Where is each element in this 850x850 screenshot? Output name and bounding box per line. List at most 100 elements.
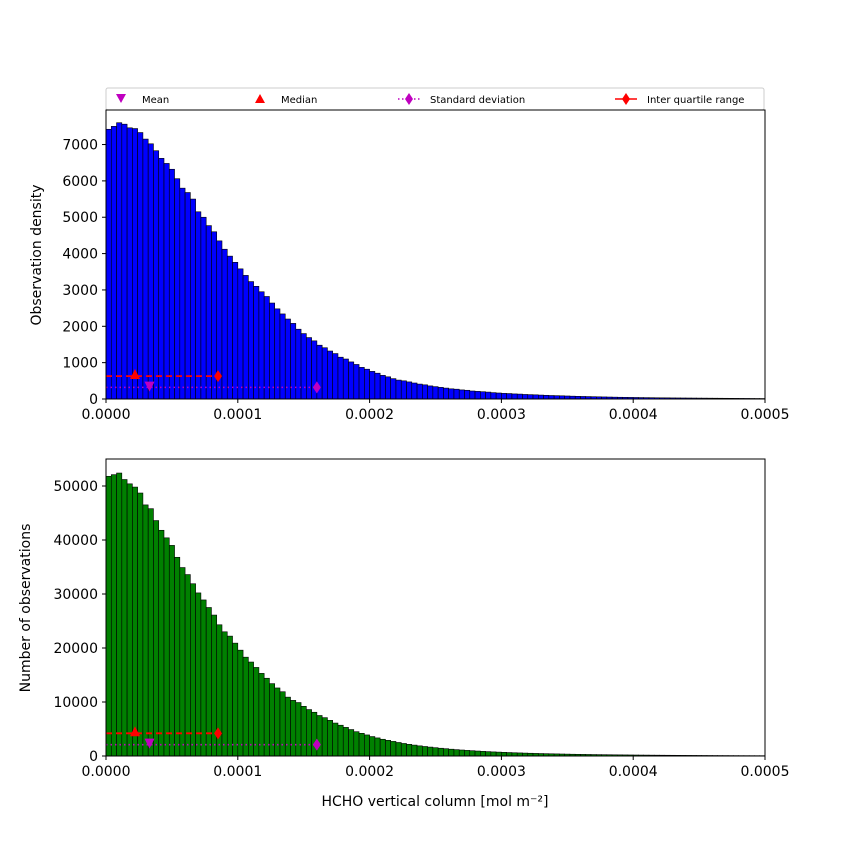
histogram-bar [237,268,244,400]
count-y-ticks: 0 10000 20000 30000 40000 50000 [53,479,106,765]
histogram-bar [385,740,391,757]
histogram-bar [506,752,513,757]
histogram-bar [132,128,138,400]
x-tick-label: 0.0004 [609,407,658,423]
histogram-bar [248,661,254,757]
x-tick-label: 0.0001 [213,764,262,780]
count-x-axis-label: HCHO vertical column [mol m⁻²] [321,794,548,810]
std-marker [312,738,321,751]
histogram-bar [464,389,471,400]
histogram-bar [110,126,117,400]
histogram-bar [274,687,281,757]
histogram-bar [516,393,523,400]
histogram-bar [237,649,244,757]
histogram-bar [527,394,534,400]
histogram-bar [190,583,196,757]
y-tick-label: 0 [89,749,98,765]
histogram-bar [105,128,112,400]
histogram-bar [316,715,323,757]
histogram-bar [353,731,360,757]
histogram-bar [190,198,196,400]
histogram-bar [474,750,481,757]
histogram-bar [422,384,428,400]
histogram-bar [116,472,123,757]
x-tick-label: 0.0000 [82,764,131,780]
histogram-bar [337,724,344,757]
histogram-bar [553,395,560,400]
histogram-bar [306,709,312,757]
x-tick-label: 0.0001 [213,407,262,423]
histogram-bar [295,702,302,757]
histogram-bar [548,395,555,400]
histogram-bar [358,733,365,757]
histogram-bar [453,388,460,400]
histogram-bar [353,364,360,400]
x-tick-label: 0.0002 [345,407,394,423]
histogram-bar [379,738,386,757]
histogram-bar [432,747,439,757]
histogram-bar [284,696,291,757]
histogram-bar [158,529,165,757]
histogram-bar [195,592,202,757]
histogram-bar [195,211,202,400]
legend-mean-marker [116,94,126,103]
iqr-marker [214,727,223,740]
histogram-bar [416,383,423,400]
histogram-bar [142,138,149,400]
histogram-bar [132,486,138,757]
histogram-bar [221,248,228,400]
histogram-bar [348,361,355,400]
histogram-bar [300,706,307,757]
histogram-bar [242,275,249,400]
histogram-bar [163,537,170,757]
count-statistics [106,726,321,751]
histogram-bar [432,386,439,400]
count-plot-frame [105,458,766,757]
histogram-bar [532,394,539,400]
y-tick-label: 4000 [62,247,98,263]
histogram-bar [374,372,381,400]
histogram-bar [506,393,513,400]
histogram-bar [427,746,434,757]
histogram-bar [121,123,128,400]
histogram-bar [348,729,355,757]
histogram-bar [321,717,328,757]
histogram-bar [443,387,449,400]
count-bars [105,472,766,757]
histogram-bar [321,347,328,400]
histogram-bar [168,545,175,757]
histogram-bar [279,691,286,757]
histogram-bar [458,749,465,757]
histogram-bar [337,356,344,400]
histogram-bar [200,216,207,400]
histogram-bar [174,556,181,757]
histogram-bar [147,508,154,757]
histogram-bar [495,751,502,757]
histogram-bar [495,392,502,400]
histogram-bar [406,744,413,757]
x-tick-label: 0.0005 [741,764,790,780]
density-y-ticks: 0 1000 2000 3000 4000 5000 6000 7000 [62,138,106,408]
histogram-bar [342,727,349,757]
histogram-bar [469,750,476,757]
x-tick-label: 0.0003 [477,764,526,780]
histogram-bar [258,291,265,400]
histogram-bar [390,378,397,400]
y-tick-label: 6000 [62,174,98,190]
histogram-bar [469,390,476,400]
histogram-bar [258,673,265,757]
histogram-bar [474,391,481,400]
histogram-bar [253,286,260,400]
histogram-bar [179,567,186,757]
histogram-bar [327,720,333,757]
histogram-bar [306,337,312,400]
histogram-bar [369,736,376,757]
histogram-bar [437,387,444,400]
histogram-bar [232,262,239,400]
histogram-bar [105,475,112,757]
histogram-bar [274,308,281,400]
histogram-bar [142,504,149,757]
histogram-bar [147,143,154,400]
histogram-bar [153,520,160,757]
